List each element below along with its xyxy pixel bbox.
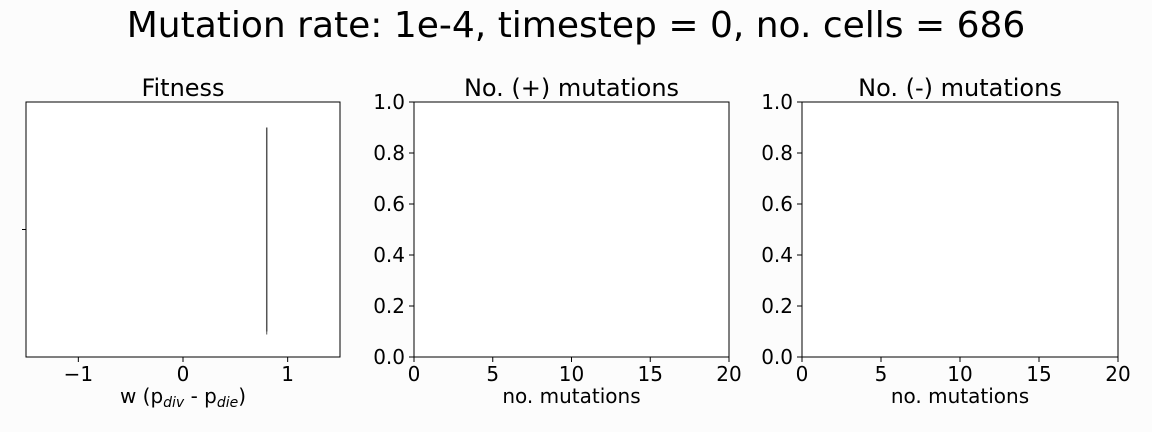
x-tick-label: 1 [281, 362, 294, 386]
plot-frame [25, 101, 341, 358]
axes-title: No. (-) mutations [858, 74, 1062, 102]
figure-title: Mutation rate: 1e-4, timestep = 0, no. c… [127, 5, 1026, 46]
plot-frame [413, 101, 730, 358]
x-axis-label-part: ) [238, 384, 246, 408]
axes-title: Fitness [141, 74, 224, 102]
x-tick-label: 0 [408, 362, 421, 386]
axes-title: No. (+) mutations [464, 74, 679, 102]
fitness-axes: Fitness −1 0 1 w (pdiv - pdie) [22, 74, 341, 411]
x-tick-label: 20 [1105, 362, 1130, 386]
positive-mutations-axes: No. (+) mutations 0 5 10 15 20 no. mutations 0.… [373, 74, 742, 408]
y-tick-label: 0.8 [761, 141, 793, 165]
x-tick-label: 10 [559, 362, 584, 386]
y-tick-label: 0.0 [373, 345, 405, 369]
x-axis-label-part: w (p [120, 384, 163, 408]
x-tick-label: 5 [875, 362, 888, 386]
y-tick-label: 0.2 [373, 294, 405, 318]
y-tick-label: 0.6 [761, 192, 793, 216]
x-tick-label: 20 [716, 362, 741, 386]
y-tick-label: 0.6 [373, 192, 405, 216]
x-tick-label: 5 [486, 362, 499, 386]
x-tick-label: 10 [947, 362, 972, 386]
x-axis-label: no. mutations [502, 384, 640, 408]
y-tick-label: 0.8 [373, 141, 405, 165]
x-axis-label: no. mutations [891, 384, 1029, 408]
x-axis-label: w (pdiv - pdie) [120, 384, 246, 411]
negative-mutations-axes: No. (-) mutations 0 5 10 15 20 no. mutations 0.… [761, 74, 1131, 408]
y-tick-label: 0.0 [761, 345, 793, 369]
x-axis-label-subscript: div [163, 395, 185, 411]
y-tick-label: 0.4 [761, 243, 793, 267]
y-tick-label: 0.2 [761, 294, 793, 318]
y-tick-label: 0.4 [373, 243, 405, 267]
x-tick-label: 15 [1026, 362, 1051, 386]
x-tick-label: 0 [796, 362, 809, 386]
x-tick-label: 15 [638, 362, 663, 386]
x-axis-label-subscript: die [217, 395, 238, 411]
x-tick-label: −1 [64, 362, 93, 386]
y-tick-label: 1.0 [373, 90, 405, 114]
y-tick-label: 1.0 [761, 90, 793, 114]
x-tick-label: 0 [177, 362, 190, 386]
plot-frame [801, 101, 1119, 358]
x-axis-label-part: - p [184, 384, 217, 408]
